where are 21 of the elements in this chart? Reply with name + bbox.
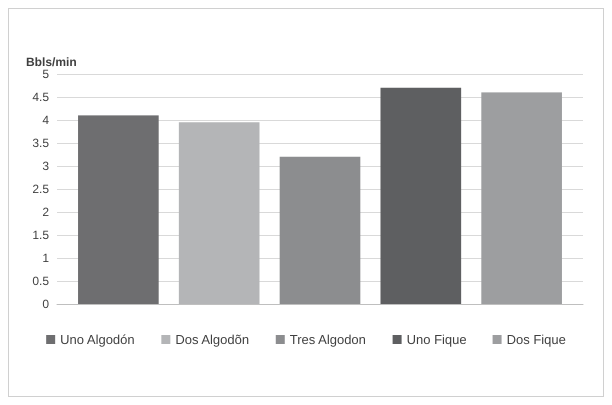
legend-label: Tres Algodon bbox=[290, 332, 366, 347]
legend-label: Dos Fique bbox=[506, 332, 566, 347]
y-tick-label: 3.5 bbox=[32, 136, 50, 150]
y-tick-label: 2.5 bbox=[32, 182, 50, 196]
y-tick-label: 1 bbox=[42, 251, 50, 265]
legend-label: Uno Fique bbox=[406, 332, 467, 347]
bar bbox=[481, 92, 562, 304]
y-tick-label: 4.5 bbox=[32, 90, 50, 104]
y-axis-title: Bbls/min bbox=[26, 55, 77, 69]
bar bbox=[280, 156, 360, 304]
y-tick-label: 5 bbox=[42, 67, 50, 81]
y-tick-label: 4 bbox=[42, 113, 50, 127]
y-tick-label: 0.5 bbox=[32, 274, 50, 288]
bar bbox=[380, 88, 462, 304]
legend-label: Uno Algodón bbox=[60, 332, 135, 347]
legend-label: Dos Algodõn bbox=[175, 332, 250, 347]
bar bbox=[78, 115, 159, 304]
y-tick-label: 0 bbox=[42, 297, 50, 311]
y-tick-label: 1.5 bbox=[32, 228, 50, 242]
y-tick-label: 2 bbox=[42, 205, 50, 219]
y-tick-label: 3 bbox=[42, 159, 50, 173]
